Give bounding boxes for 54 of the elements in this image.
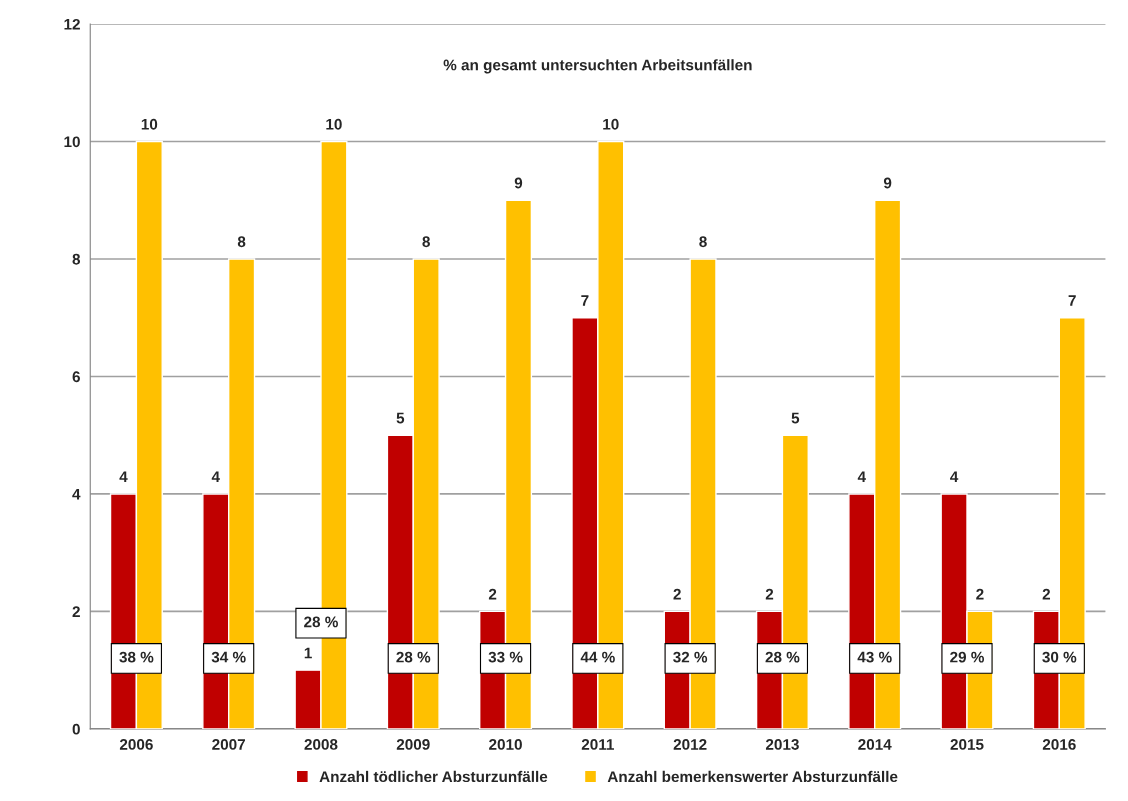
data-label: 4 — [211, 471, 220, 482]
annotation: 30 % — [1042, 651, 1077, 663]
data-label: 8 — [237, 236, 246, 248]
annotation: 29 % — [950, 651, 985, 663]
data-label: 2 — [488, 588, 497, 600]
data-label: 9 — [883, 177, 892, 189]
legend-label: Anzahl tödlicher Absturzunfälle — [319, 770, 548, 783]
data-label: 7 — [1068, 295, 1076, 306]
x-tick-label: 2006 — [119, 739, 153, 750]
annotation: 38 % — [119, 651, 154, 663]
data-label: 2 — [765, 588, 774, 600]
data-label: 4 — [119, 471, 128, 482]
data-label: 2 — [673, 588, 681, 600]
x-tick-label: 2015 — [950, 739, 984, 750]
y-tick-label: 12 — [64, 18, 80, 30]
legend-label: Anzahl bemerkenswerter Absturzunfälle — [607, 770, 898, 783]
data-label: 5 — [791, 412, 800, 424]
y-tick-label: 4 — [72, 488, 81, 500]
annotation: 28 % — [304, 616, 338, 628]
data-label: 10 — [603, 118, 619, 130]
data-label: 1 — [304, 647, 312, 659]
annotation: 43 % — [857, 651, 892, 663]
data-label: 2 — [976, 588, 984, 600]
y-tick-label: 10 — [64, 136, 80, 148]
data-label: 10 — [326, 118, 342, 130]
annotation: 34 % — [211, 651, 246, 663]
x-tick-label: 2014 — [858, 739, 892, 750]
data-label: 8 — [699, 236, 707, 248]
data-label: 10 — [141, 118, 158, 130]
annotation: 44 % — [580, 651, 615, 663]
data-label: 8 — [422, 236, 430, 248]
data-label: 4 — [950, 471, 959, 482]
data-label: 7 — [581, 295, 589, 306]
data-label: 5 — [396, 412, 405, 424]
data-label: 2 — [1042, 588, 1051, 600]
y-tick-label: 0 — [72, 723, 80, 735]
x-tick-label: 2013 — [765, 739, 799, 750]
y-tick-label: 8 — [72, 253, 81, 265]
text: % an gesamt untersuchten Arbeitsunfällen — [443, 59, 752, 74]
annotation: 32 % — [673, 651, 708, 663]
x-tick-label: 2008 — [304, 739, 338, 750]
x-tick-label: 2011 — [581, 739, 614, 750]
x-tick-label: 2010 — [489, 739, 522, 750]
annotation: 28 % — [765, 651, 800, 663]
y-tick-label: 2 — [72, 606, 80, 617]
data-label: 4 — [857, 471, 866, 482]
x-tick-label: 2007 — [212, 739, 245, 750]
data-label: 9 — [514, 177, 523, 189]
x-tick-label: 2016 — [1042, 739, 1076, 750]
annotation: 28 % — [396, 651, 431, 663]
y-tick-label: 6 — [72, 371, 80, 383]
x-tick-label: 2012 — [673, 739, 707, 750]
x-tick-label: 2009 — [396, 739, 430, 750]
annotation: 33 % — [488, 651, 523, 663]
